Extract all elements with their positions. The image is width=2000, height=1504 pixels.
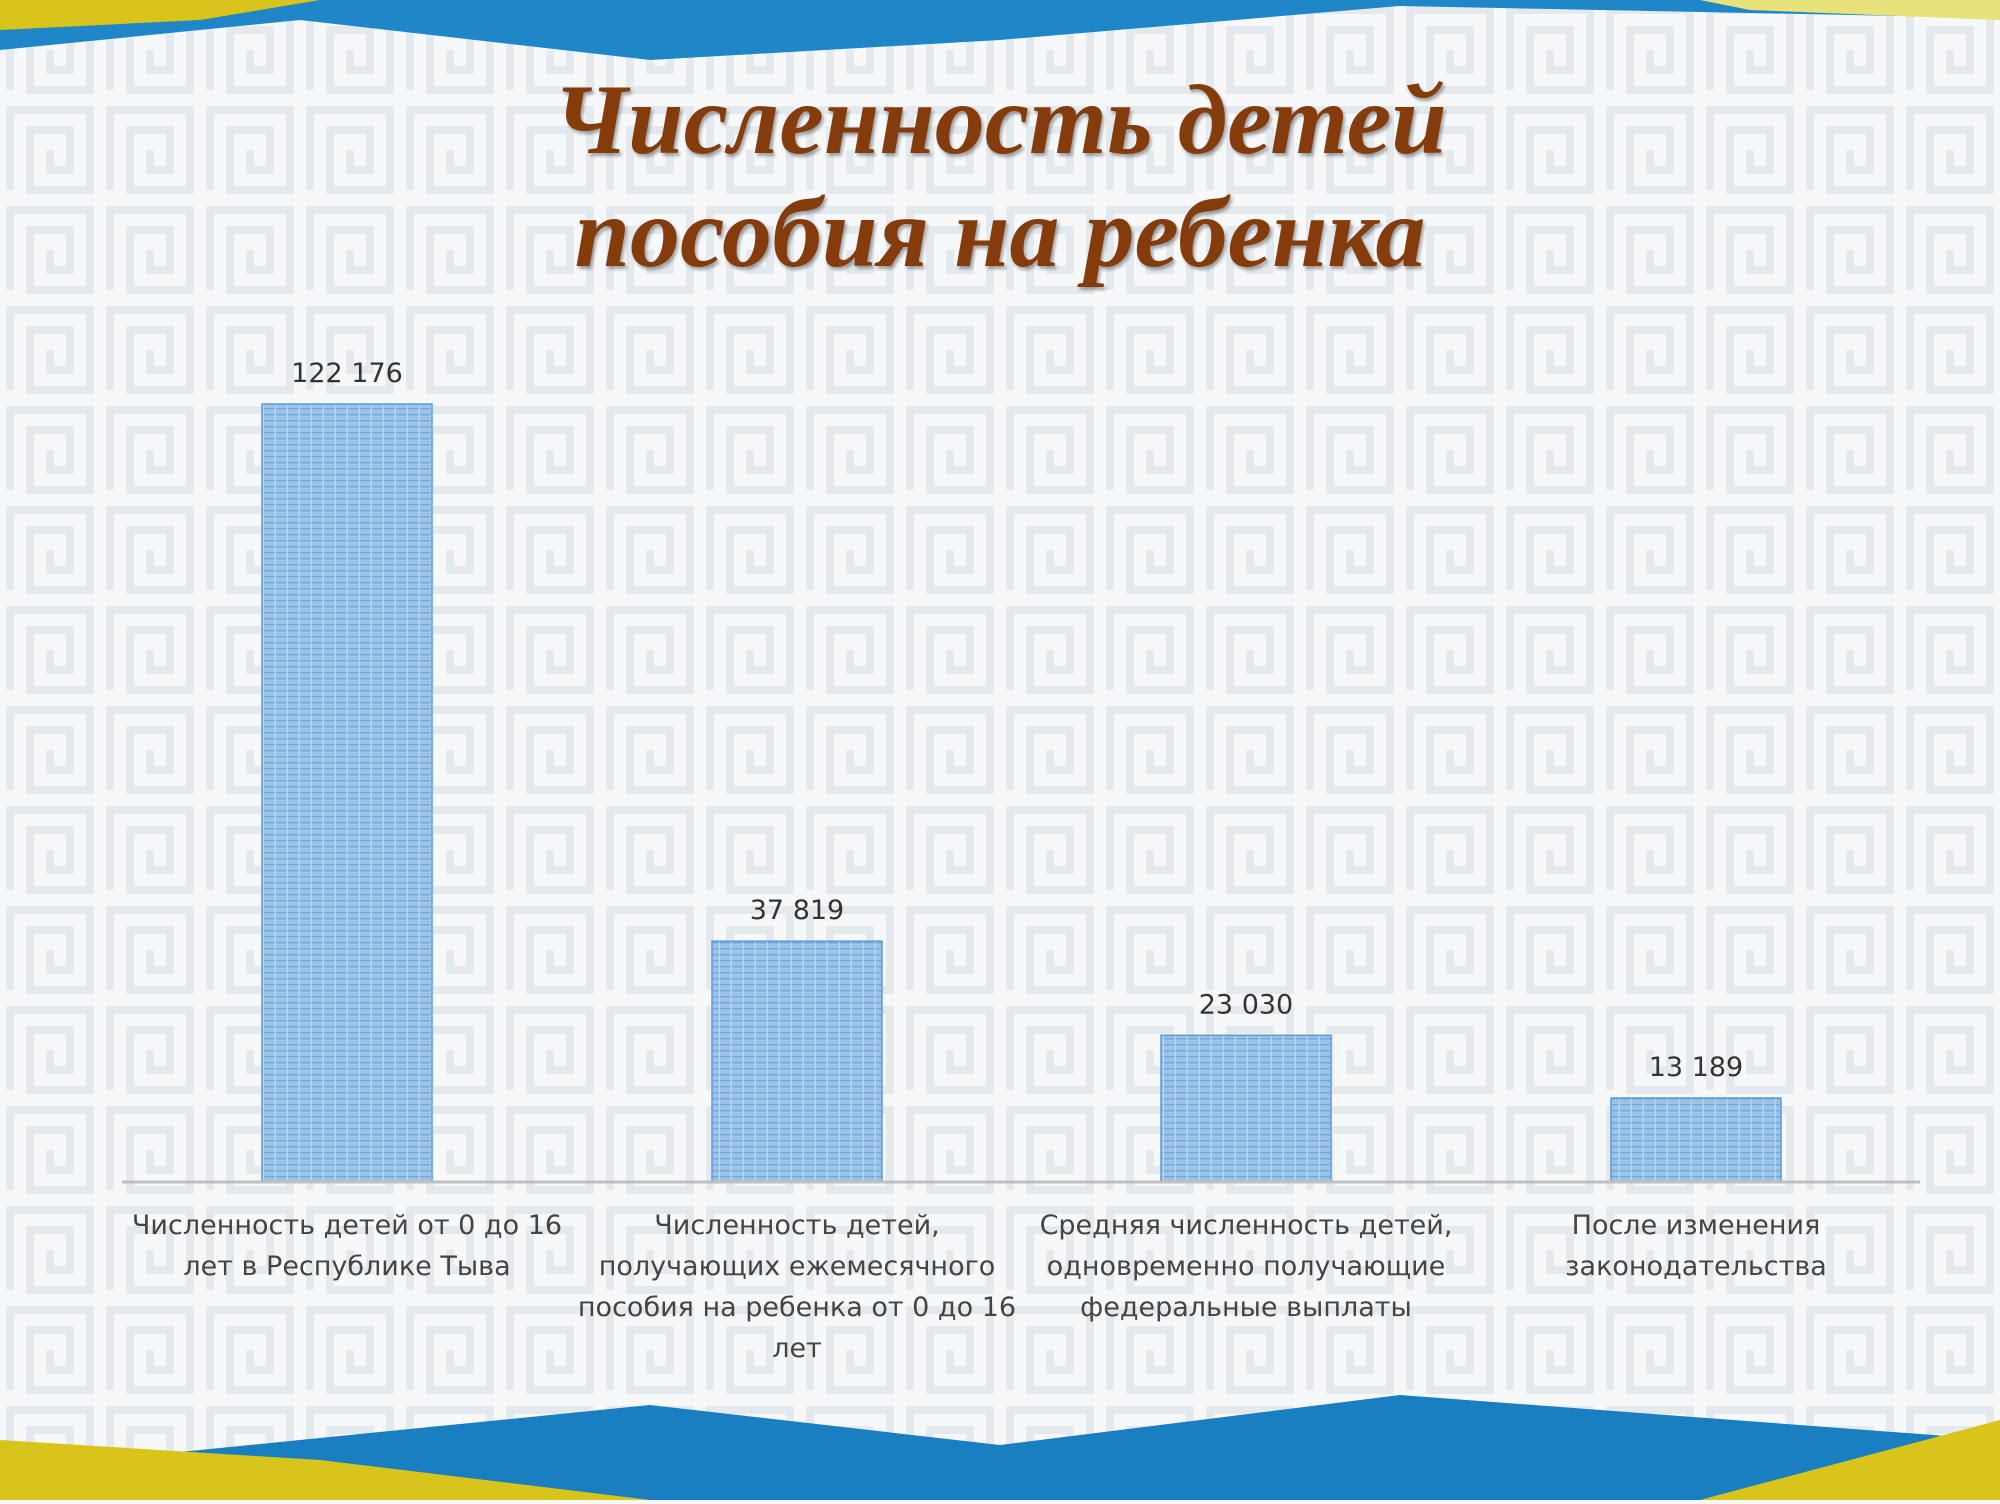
category-label-line: Средняя численность детей, [1039,1210,1453,1241]
top-right-yellow [1700,0,2000,20]
bar-2 [711,940,883,1183]
top-blue-band [0,0,2000,60]
bar-1 [261,403,433,1183]
category-label-line: пособия на ребенка от 0 до 16 [577,1292,1017,1323]
category-label-4: После изменения законодательства [1476,1205,1916,1287]
category-label-line: После изменения [1571,1210,1821,1241]
category-label-line: Численность детей от 0 до 16 [131,1210,563,1241]
category-label-line: Численность детей, [654,1210,940,1241]
category-label-line: получающих ежемесячного [598,1251,996,1282]
data-label-3: 23 030 [1199,989,1293,1020]
bars-group [261,403,1782,1183]
category-label-3: Средняя численность детей, одновременно п… [1026,1205,1466,1328]
bottom-left-yellow [0,1440,650,1500]
category-label-line: законодательства [1565,1251,1827,1282]
data-label-1: 122 176 [291,358,403,389]
category-label-2: Численность детей, получающих ежемесячног… [577,1205,1017,1369]
top-left-yellow [0,0,320,30]
data-label-2: 37 819 [750,895,844,926]
chart-title-line-2: пособия на ребенка [574,177,1426,288]
data-labels-group: 122 176 37 819 23 030 13 189 [291,358,1743,1083]
category-label-line: федеральные выплаты [1080,1292,1412,1323]
bottom-blue-band [0,1395,2000,1500]
category-label-line: лет [772,1333,822,1364]
category-label-line: лет в Республике Тыва [183,1251,511,1282]
category-label-1: Численность детей от 0 до 16 лет в Респуб… [127,1205,567,1287]
chart-title-line-1: Численность детей [553,64,1447,175]
data-label-4: 13 189 [1649,1052,1743,1083]
category-label-line: одновременно получающие [1046,1251,1446,1282]
bar-3 [1160,1034,1332,1183]
bar-4 [1610,1097,1782,1183]
bottom-right-yellow [1700,1420,2000,1500]
